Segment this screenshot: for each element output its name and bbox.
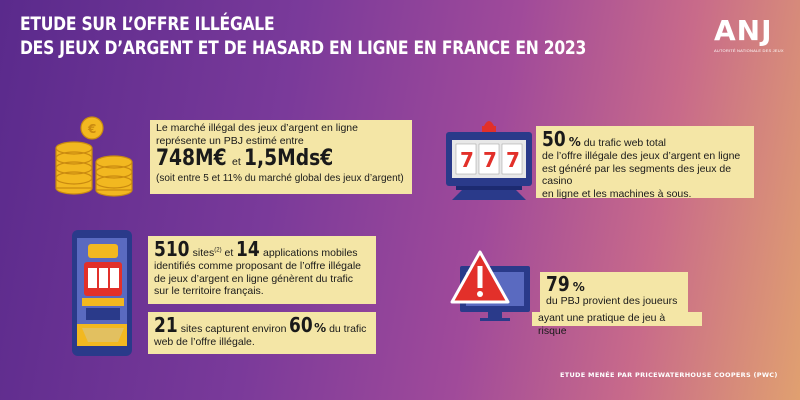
market-note: (soit entre 5 et 11% du marché global de… [156,173,404,184]
capture-text2: du trafic [329,323,367,335]
capture-value: 21 [154,313,178,337]
traffic-line1: du trafic web total [583,137,667,149]
traffic-box: 50 % du trafic web total de l’offre illé… [536,126,754,200]
capture-box: 21 sites capturent environ 60 % du trafi… [148,312,376,354]
market-value-low: 748M€ [156,146,227,171]
anj-logo: ANJ AUTORITÉ NATIONALE DES JEUX [714,14,786,66]
risk-box: 79 % du PBJ provient des joueurs [540,272,688,312]
traffic-line4: en ligne et les machines à sous. [542,187,692,200]
traffic-line2: de l’offre illégale des jeux d’argent en… [542,150,741,162]
capture-line2: web de l’offre illégale. [154,336,255,348]
traffic-line3: est généré par les segments des jeux de … [542,162,732,188]
title-line-1: ETUDE SUR L’OFFRE ILLÉGALE [20,13,275,35]
study-credit: ETUDE MENÉE PAR PRICEWATERHOUSE COOPERS … [560,371,778,379]
market-box: Le marché illégal des jeux d’argent en l… [150,120,412,194]
capture-text: sites capturent environ [180,323,287,335]
apps-label: applications mobiles [262,247,358,259]
sites-label: sites [192,247,215,259]
risk-line1: du PBJ provient des joueurs [546,295,678,307]
slot-machine-icon: 7 7 7 [446,121,532,200]
sites-connector: et [224,247,234,259]
warning-screen-icon [450,250,530,321]
risk-line2: ayant une pratique de jeu à risque [538,312,666,337]
market-value-high: 1,5Mds€ [243,146,333,171]
market-connector: et [232,156,241,168]
risk-box-2: ayant une pratique de jeu à risque [532,312,702,337]
market-line1: Le marché illégal des jeux d’argent en l… [156,122,358,134]
title-line-2: DES JEUX D’ARGENT ET DE HASARD EN LIGNE … [20,37,587,59]
capture-pct-value: 60 [289,313,314,337]
traffic-pct: % [568,135,581,149]
svg-text:7: 7 [506,148,520,172]
coins-icon: € [55,116,133,197]
logo-mark: ANJ [714,14,773,47]
svg-text:7: 7 [460,148,474,172]
risk-pct: % [572,280,585,294]
sites-note: (2) [214,247,222,254]
sites-value: 510 [154,237,190,261]
svg-text:7: 7 [483,148,497,172]
svg-text:€: € [87,122,96,136]
logo-subtitle: AUTORITÉ NATIONALE DES JEUX [714,48,784,53]
sites-line4: sur le territoire français. [154,285,264,297]
page-title: ETUDE SUR L’OFFRE ILLÉGALE DES JEUX D’AR… [20,12,587,60]
market-line2: représente un PBJ estimé entre [156,134,304,147]
traffic-value: 50 [542,127,566,151]
sites-line3: de jeux d’argent en ligne génèrent du tr… [154,272,354,285]
sites-line2: identifiés comme proposant de l’offre il… [154,260,362,272]
sites-box: 510 sites(2) et 14 applications mobiles … [148,236,376,304]
apps-value: 14 [236,237,260,261]
phone-slot-icon [72,230,132,356]
risk-value: 79 [546,272,570,296]
capture-pct: % [314,321,327,335]
